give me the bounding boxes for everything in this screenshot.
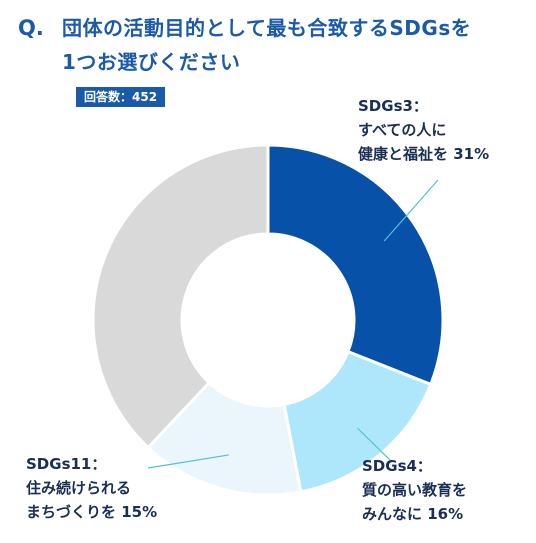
- response-count-badge: 回答数：452: [76, 87, 166, 107]
- leader-lines: [147, 179, 439, 469]
- label-sdg3-line-3: 健康と福祉を 31%: [358, 145, 490, 163]
- slice-sdg3: [266, 143, 445, 387]
- question-mark: Q.: [18, 16, 44, 40]
- label-sdg4-line-1: SDGs4：: [362, 457, 432, 475]
- label-sdg3: SDGs3： すべての人に 健康と福祉を 31%: [358, 94, 489, 166]
- label-sdg4-line-3: みんなに 16%: [362, 505, 464, 523]
- label-sdg11-line-2: 住み続けられる: [26, 479, 132, 497]
- label-sdg3-line-2: すべての人に: [358, 121, 447, 139]
- leader-line-sdg3: [383, 179, 439, 242]
- slice-other: [91, 143, 270, 450]
- label-sdg11-line-3: まちづくりを 15%: [26, 503, 158, 521]
- donut-slices: [91, 143, 445, 497]
- leader-line-sdg4: [357, 427, 393, 463]
- label-sdg4-line-2: 質の高い教育を: [362, 481, 468, 499]
- label-sdg11: SDGs11： 住み続けられる まちづくりを 15%: [26, 452, 157, 524]
- question-text-line-1: 団体の活動目的として最も合致するSDGsを: [62, 16, 472, 40]
- leader-line-sdg11: [147, 454, 229, 469]
- label-sdg4: SDGs4： 質の高い教育を みんなに 16%: [362, 454, 467, 526]
- label-sdg3-line-1: SDGs3：: [358, 97, 428, 115]
- question-text-line-2: 1つお選びください: [62, 50, 241, 74]
- label-sdg11-line-1: SDGs11：: [26, 455, 107, 473]
